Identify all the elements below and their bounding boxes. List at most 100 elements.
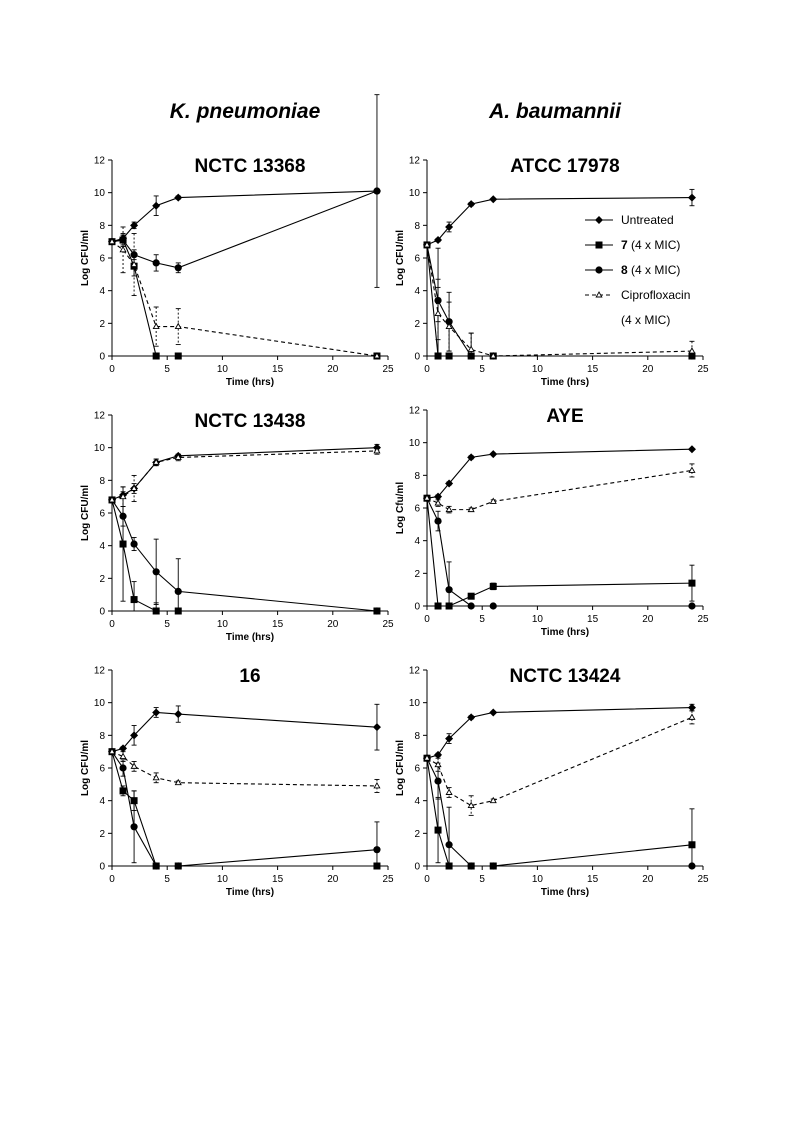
series-line-untreated [111,711,377,753]
series-line-c7 [111,239,377,357]
data-point-c8 [174,264,182,272]
series-line-c8 [426,757,692,867]
series-c8 [108,748,381,870]
legend-marker [595,216,603,224]
data-point-c8 [434,517,442,525]
data-point-c8 [434,777,442,785]
data-point-cipro [130,762,138,769]
legend-label-text: (4 x MIC) [628,238,681,252]
data-point-cipro [434,760,442,768]
error-bar-cipro [435,286,441,341]
legend-label-bold: 8 [621,263,628,277]
y-axis-label: Log CFU/ml [80,740,91,796]
series-line-untreated [111,190,377,243]
series-line-c8 [111,190,378,269]
x-tick-label: 5 [479,614,485,625]
data-point-c8 [445,586,453,594]
data-point-cipro [423,241,431,248]
data-point-c7 [688,579,696,587]
error-bar-c7 [689,808,695,867]
data-point-c7 [489,582,497,590]
data-point-untreated [445,479,454,488]
data-point-c7 [467,592,475,600]
y-tick-label: 8 [99,476,105,487]
series-c7 [108,486,381,615]
data-point-untreated [434,750,443,759]
data-point-c7 [445,352,453,360]
data-point-c8 [174,862,182,870]
data-point-c7 [174,352,182,360]
series-untreated [108,187,381,246]
error-bar-cipro [131,233,137,297]
series-line-c8 [426,497,692,607]
error-bar-cipro [374,778,380,793]
data-point-cipro [445,788,453,795]
x-tick-label: 0 [424,364,430,375]
legend-label: 8 (4 x MIC) [621,263,680,277]
x-tick-label: 20 [327,619,339,630]
data-point-untreated [467,200,476,209]
y-tick-label: 2 [414,569,420,580]
y-tick-label: 10 [409,438,421,449]
data-point-cipro [434,499,442,506]
y-tick-label: 6 [414,504,420,515]
data-point-untreated [174,193,183,202]
series-line-cipro [111,241,378,357]
series-c7 [423,754,696,870]
data-point-cipro [467,801,475,809]
data-point-cipro [489,497,497,504]
data-point-c7 [434,602,442,610]
data-point-c7 [688,841,696,849]
data-point-c8 [130,823,138,831]
y-tick-label: 10 [409,698,421,709]
data-point-untreated [434,492,443,501]
x-tick-label: 25 [697,364,709,375]
error-bar-cipro [153,306,159,347]
legend-marker [595,266,603,274]
data-point-c8 [119,764,127,772]
series-c7 [423,494,696,610]
series-line-untreated [426,707,692,759]
data-point-cipro [119,245,127,253]
data-point-untreated [119,744,128,753]
y-tick-label: 6 [414,764,420,775]
y-tick-label: 10 [94,698,106,709]
data-point-cipro [423,754,431,761]
data-point-untreated [687,703,696,712]
legend-label-extra: (4 x MIC) [621,313,670,327]
data-point-c7 [152,352,160,360]
data-point-cipro [489,352,497,359]
data-point-cipro [130,484,138,491]
legend-label: Ciprofloxacin [621,288,690,302]
error-bar-c8 [175,558,181,612]
legend-marker [595,241,603,249]
data-point-cipro [688,347,696,354]
data-point-cipro [152,322,160,330]
data-point-cipro [467,505,475,513]
x-tick-label: 10 [217,874,229,885]
series-c7 [108,748,381,870]
series-cipro [423,463,696,514]
data-point-cipro [152,458,160,465]
y-tick-label: 12 [409,156,421,167]
chart-title: NCTC 13424 [510,666,621,687]
x-axis-label: Time (hrs) [541,377,589,388]
x-tick-label: 15 [587,364,599,375]
chart-16: 16 0 2 4 6 8 10 12 0 5 10 15 20 25 Time (hrs) Log CFU/m… [80,666,394,899]
y-tick-label: 4 [414,286,420,297]
series-c8 [423,494,696,610]
data-point-c8 [152,862,160,870]
series-line-cipro [111,450,377,501]
series-c8 [108,496,381,615]
x-tick-label: 15 [587,874,599,885]
y-tick-label: 6 [99,764,105,775]
series-line-c7 [111,751,377,867]
data-point-c7 [119,787,127,795]
data-point-cipro [373,447,381,454]
data-point-untreated [467,713,476,722]
data-point-cipro [434,309,442,316]
y-tick-label: 4 [99,796,105,807]
data-point-c7 [130,596,138,604]
data-point-cipro [152,773,160,781]
